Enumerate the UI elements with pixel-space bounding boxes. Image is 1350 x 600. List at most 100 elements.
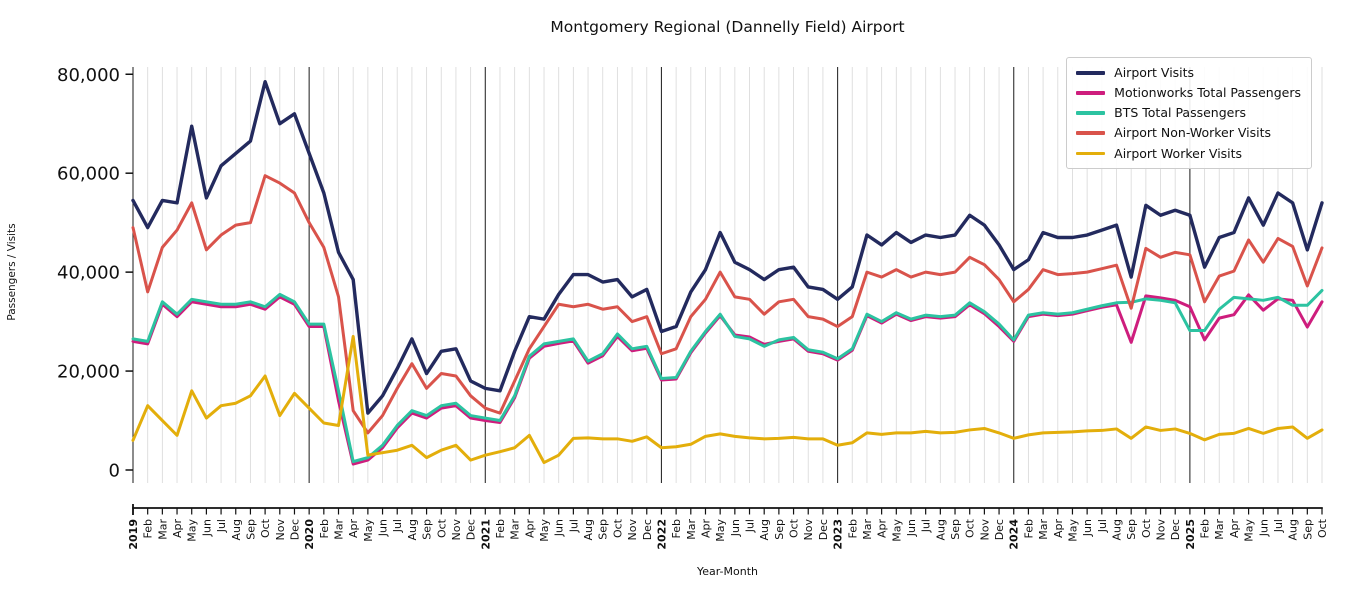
line-motionworks-total-passengers — [131, 293, 1324, 466]
x-tick-label-month: Aug — [582, 519, 595, 540]
x-tick-label-month: May — [1243, 519, 1256, 542]
x-tick-label-month: Sep — [773, 519, 786, 540]
x-tick-label-month: Mar — [333, 519, 346, 540]
x-tick-label-month: Apr — [347, 519, 360, 539]
x-tick-label-month: Nov — [1155, 519, 1168, 541]
x-axis-label: Year-Month — [696, 565, 759, 578]
x-tick-label-month: Jun — [1257, 519, 1270, 537]
x-tick-label-month: Mar — [1037, 519, 1050, 540]
x-tick-label-month: Jul — [1272, 519, 1285, 533]
x-tick-label-year: 2020 — [303, 519, 316, 550]
x-tick-label-month: Nov — [978, 519, 991, 541]
legend-label: Airport Non-Worker Visits — [1114, 125, 1271, 141]
x-tick-label-month: Oct — [1140, 518, 1153, 538]
x-tick-label-month: Jun — [729, 519, 742, 537]
x-tick-label-month: Sep — [244, 519, 257, 540]
x-tick-label-month: Mar — [1213, 519, 1226, 540]
x-tick-label-month: Jun — [905, 519, 918, 537]
x-tick-label-month: Nov — [802, 519, 815, 541]
legend-label: Airport Visits — [1114, 65, 1195, 80]
x-tick-label-month: Sep — [1125, 519, 1138, 540]
line-airport-worker-visits — [131, 334, 1324, 465]
x-tick-label-month: Apr — [876, 519, 889, 539]
x-tick-label-month: Apr — [699, 519, 712, 539]
x-tick-label-month: Feb — [494, 519, 507, 538]
legend-swatch — [1076, 71, 1106, 75]
x-tick-label-month: May — [1066, 519, 1079, 542]
x-tick-label-month: Nov — [274, 519, 287, 541]
x-tick-label-month: Mar — [156, 519, 169, 540]
legend-item-airport-visits: Airport Visits — [1076, 65, 1301, 81]
x-tick-label-month: Feb — [142, 519, 155, 538]
legend-label: BTS Total Passengers — [1114, 105, 1246, 121]
x-tick-label-month: Jul — [567, 519, 580, 533]
x-tick-label-month: Feb — [1022, 519, 1035, 538]
x-tick-label-month: Nov — [626, 519, 639, 541]
line-airport-visits — [131, 79, 1324, 415]
y-tick-label: 80,000 — [57, 65, 120, 86]
x-tick-label-month: Feb — [1199, 519, 1212, 538]
x-tick-label-month: Oct — [964, 518, 977, 538]
x-tick-label-year: 2022 — [655, 519, 668, 550]
legend-swatch — [1076, 91, 1106, 95]
legend-item-airport-worker-visits: Airport Worker Visits — [1076, 146, 1301, 162]
x-tick-label-month: Jun — [553, 519, 566, 537]
x-tick-label-month: Oct — [259, 518, 272, 538]
x-tick-label-month: Feb — [846, 519, 859, 538]
y-tick-label: 20,000 — [57, 362, 120, 383]
x-tick-label-month: Feb — [670, 519, 683, 538]
x-tick-label-month: Dec — [288, 519, 301, 540]
x-tick-label-month: Apr — [523, 519, 536, 539]
x-tick-label-month: Feb — [318, 519, 331, 538]
series-lines — [131, 79, 1324, 466]
legend-swatch — [1076, 111, 1106, 115]
x-tick-label-month: Dec — [817, 519, 830, 540]
line-airport-non-worker-visits — [131, 174, 1324, 435]
x-tick-label-month: Sep — [597, 519, 610, 540]
legend-item-airport-non-worker-visits: Airport Non-Worker Visits — [1076, 125, 1301, 141]
x-tick-label-month: Jul — [215, 519, 228, 533]
x-tick-label-month: Jul — [1096, 519, 1109, 533]
legend-label: Motionworks Total Passengers — [1114, 85, 1301, 101]
x-tick-label-month: Dec — [465, 519, 478, 540]
x-tick-label-month: Mar — [685, 519, 698, 540]
x-tick-label-month: May — [890, 519, 903, 542]
x-tick-label-month: May — [362, 519, 375, 542]
x-tick-label-month: Oct — [611, 518, 624, 538]
x-tick-label-month: Sep — [1301, 519, 1314, 540]
legend-label: Airport Worker Visits — [1114, 145, 1243, 161]
x-tick-label-month: Dec — [993, 519, 1006, 540]
x-tick-label-month: May — [714, 519, 727, 542]
x-tick-label-month: Jul — [920, 519, 933, 533]
x-tick-label-month: Apr — [1052, 519, 1065, 539]
x-tick-label-month: Aug — [1287, 519, 1300, 540]
legend-swatch — [1076, 131, 1106, 135]
x-tick-label-month: Oct — [788, 518, 801, 538]
x-tick-label-month: Aug — [758, 519, 771, 540]
y-tick-label: 60,000 — [57, 164, 120, 185]
x-tick-label-month: Oct — [1316, 518, 1329, 538]
x-tick-label-year: 2021 — [479, 519, 492, 550]
legend-item-bts-total-passengers: BTS Total Passengers — [1076, 105, 1301, 121]
x-tick-label-month: May — [186, 519, 199, 542]
x-tick-label-year: 2024 — [1008, 519, 1021, 550]
x-tick-label-year: 2025 — [1184, 519, 1197, 550]
x-tick-label-month: Sep — [421, 519, 434, 540]
x-tick-label-month: Jun — [1081, 519, 1094, 537]
y-axis: 0 20,000 40,000 60,000 80,000 — [57, 65, 133, 482]
x-tick-label-month: Aug — [230, 519, 243, 540]
y-tick-label: 40,000 — [57, 263, 120, 284]
x-tick-label-month: Aug — [1110, 519, 1123, 540]
x-tick-label-month: Dec — [641, 519, 654, 540]
x-tick-label-month: Oct — [435, 518, 448, 538]
x-tick-label-month: Apr — [171, 519, 184, 539]
x-tick-label-year: 2023 — [832, 519, 845, 550]
x-tick-label-month: Jun — [377, 519, 390, 537]
x-tick-label-month: May — [538, 519, 551, 542]
legend: Airport Visits Motionworks Total Passenge… — [1066, 57, 1312, 170]
x-axis: 2019 Feb Mar Apr May Jun Jul Aug Sep Oct Nov Dec 202… — [127, 504, 1329, 550]
x-tick-label-month: Aug — [934, 519, 947, 540]
x-tick-label-month: Jul — [744, 519, 757, 533]
